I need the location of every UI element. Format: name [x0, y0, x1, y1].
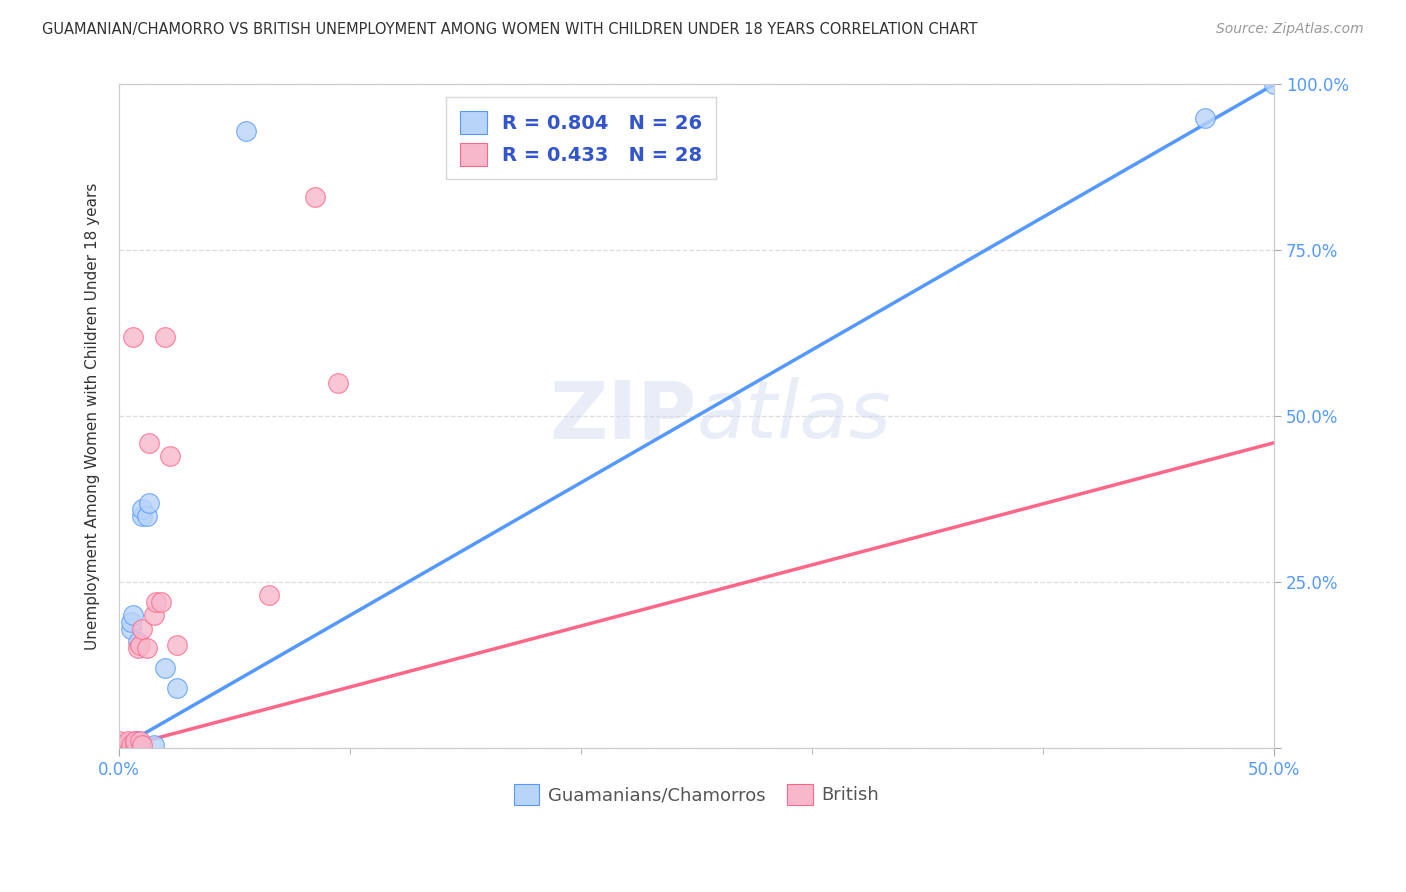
Point: [120, 738, 142, 752]
Point: [115, 738, 138, 752]
Point: [145, 595, 167, 609]
Point: [159, 449, 181, 463]
Point: [138, 495, 160, 509]
Point: [135, 508, 157, 523]
Point: [131, 508, 153, 523]
Point: [166, 638, 188, 652]
Point: [142, 608, 165, 623]
Point: [117, 734, 139, 748]
Point: [112, 739, 135, 753]
Point: [108, 741, 131, 756]
Point: [1263, 78, 1285, 92]
Point: [108, 741, 131, 756]
Text: ZIP: ZIP: [550, 377, 696, 455]
Point: [120, 741, 142, 756]
Point: [115, 736, 138, 750]
Legend: Guamanians/Chamorros, British: Guamanians/Chamorros, British: [506, 777, 887, 812]
Point: [122, 329, 145, 343]
Point: [127, 635, 149, 649]
Text: GUAMANIAN/CHAMORRO VS BRITISH UNEMPLOYMENT AMONG WOMEN WITH CHILDREN UNDER 18 YE: GUAMANIAN/CHAMORRO VS BRITISH UNEMPLOYME…: [42, 22, 977, 37]
Point: [112, 741, 135, 756]
Point: [128, 734, 150, 748]
Point: [108, 734, 131, 748]
Point: [235, 124, 257, 138]
Point: [124, 736, 146, 750]
Point: [155, 661, 177, 675]
Point: [120, 615, 142, 629]
Point: [117, 739, 139, 753]
Point: [108, 738, 131, 752]
Point: [155, 329, 177, 343]
Y-axis label: Unemployment Among Women with Children Under 18 years: Unemployment Among Women with Children U…: [86, 183, 100, 650]
Point: [1194, 111, 1216, 125]
Point: [328, 376, 350, 390]
Point: [149, 595, 172, 609]
Point: [122, 608, 145, 623]
Point: [142, 738, 165, 752]
Point: [108, 741, 131, 756]
Point: [166, 681, 188, 696]
Text: atlas: atlas: [696, 377, 891, 455]
Point: [128, 738, 150, 752]
Point: [120, 738, 142, 752]
Point: [127, 641, 149, 656]
Point: [115, 738, 138, 752]
Point: [131, 622, 153, 636]
Point: [135, 641, 157, 656]
Point: [120, 622, 142, 636]
Point: [304, 190, 326, 204]
Point: [128, 638, 150, 652]
Point: [257, 588, 280, 602]
Point: [127, 734, 149, 748]
Point: [124, 734, 146, 748]
Point: [124, 734, 146, 748]
Text: Source: ZipAtlas.com: Source: ZipAtlas.com: [1216, 22, 1364, 37]
Point: [131, 502, 153, 516]
Point: [131, 738, 153, 752]
Point: [122, 738, 145, 752]
Point: [138, 435, 160, 450]
Point: [124, 738, 146, 752]
Point: [108, 741, 131, 756]
